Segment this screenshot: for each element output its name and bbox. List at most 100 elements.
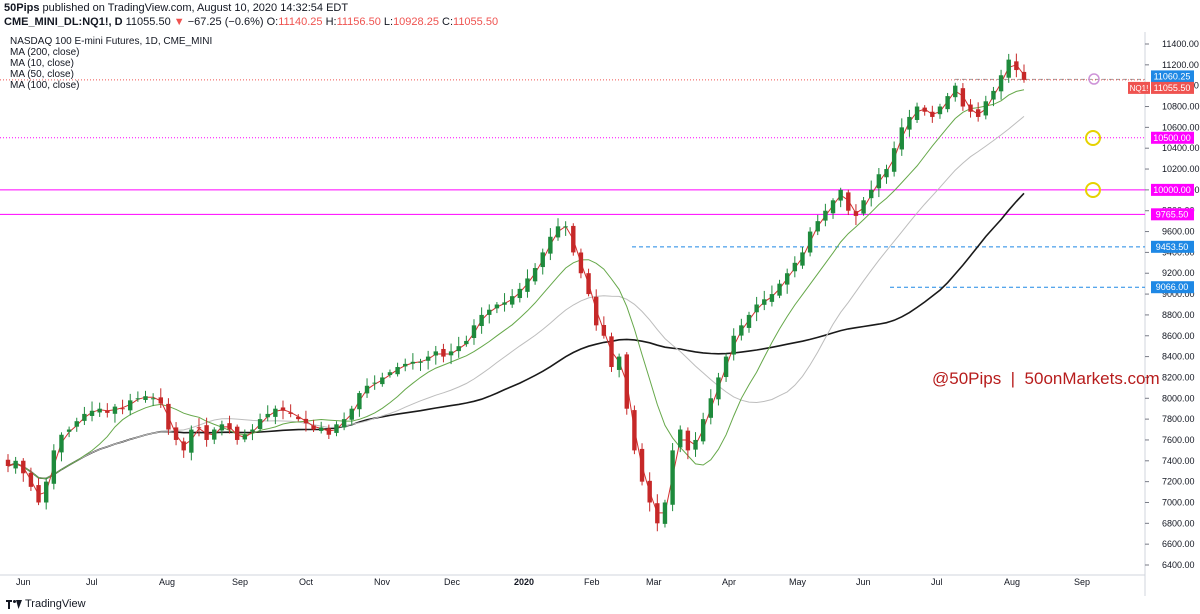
- time-tick-label: Sep: [232, 577, 248, 587]
- candle-body: [884, 169, 889, 178]
- candle-body: [548, 236, 553, 254]
- price-chart[interactable]: 6400.00 6600.00 6800.00 7000.00 7200.00 7400.…: [0, 32, 1200, 596]
- low-value: 10928.25: [393, 16, 439, 28]
- candle-body: [1006, 59, 1011, 78]
- candle-body: [66, 429, 72, 432]
- publish-info: published on TradingView.com, August 10,…: [42, 2, 349, 14]
- candle-body: [387, 372, 393, 376]
- candle-body: [21, 460, 26, 474]
- candle-body: [540, 252, 545, 268]
- price-tick-label: 6400.00: [1162, 560, 1195, 570]
- highlight-circle: [1085, 182, 1101, 198]
- price-tick-label: 7400.00: [1162, 456, 1195, 466]
- time-axis[interactable]: Jun Jul Aug Sep Oct Nov Dec 2020 Feb Mar Apr May Jun…: [16, 577, 1090, 587]
- price-tick-label: 11200.00: [1162, 60, 1199, 70]
- price-tick-label: 9000.00: [1162, 289, 1195, 299]
- price-tag: [1151, 81, 1194, 94]
- time-tick-label: Mar: [646, 577, 662, 587]
- candle-body: [273, 408, 278, 417]
- candle-body: [723, 356, 729, 378]
- candle-body: [1014, 61, 1019, 71]
- legend-ma10[interactable]: MA (10, close): [10, 58, 74, 69]
- time-tick-label: Jul: [931, 577, 943, 587]
- ohlc-line: CME_MINI_DL:NQ1!, D 11055.50 ▼ −67.25 (−…: [4, 15, 498, 29]
- price-tick-label: 9600.00: [1162, 227, 1195, 237]
- candle-body: [991, 90, 996, 100]
- price-tag: [1151, 183, 1194, 196]
- candle-body: [128, 400, 133, 411]
- candle-body: [158, 397, 163, 404]
- candle-body: [823, 210, 828, 221]
- price-tag: [1151, 70, 1194, 83]
- candle-body: [51, 450, 57, 484]
- candle-body: [89, 410, 95, 416]
- candle-body: [792, 262, 798, 272]
- candle-body: [1021, 71, 1027, 80]
- chart-header: 50Pips published on TradingView.com, Aug…: [0, 0, 1200, 32]
- candle-body: [869, 189, 874, 199]
- candle-body: [746, 314, 752, 328]
- candle-body: [731, 335, 736, 355]
- candle-body: [762, 299, 767, 305]
- down-arrow-icon: ▼: [173, 16, 185, 28]
- last-price: 11055.50: [125, 16, 171, 28]
- price-tick-label: 11400.00: [1162, 39, 1199, 49]
- plot-area[interactable]: [0, 32, 1145, 575]
- legend-ma50[interactable]: MA (50, close): [10, 69, 74, 80]
- candle-body: [678, 429, 683, 448]
- price-axis[interactable]: 6400.00 6600.00 6800.00 7000.00 7200.00 7400.…: [1145, 39, 1200, 570]
- time-tick-label: Jun: [16, 577, 31, 587]
- candle-body: [410, 361, 416, 364]
- candle-body: [815, 221, 820, 232]
- time-tick-label: Aug: [159, 577, 175, 587]
- candle-body: [433, 351, 438, 356]
- price-tag-label: 9453.50: [1156, 242, 1189, 252]
- price-change: −67.25 (−0.6%): [187, 16, 264, 28]
- footer-brand[interactable]: TradingView: [25, 598, 86, 610]
- candle-body: [357, 393, 362, 410]
- legend-ma200[interactable]: MA (200, close): [10, 47, 79, 58]
- candle-body: [578, 252, 584, 274]
- candles: [5, 53, 1027, 532]
- candle-body: [196, 427, 202, 429]
- candle-body: [853, 211, 859, 216]
- candle-body: [739, 325, 744, 336]
- candle-body: [112, 406, 118, 414]
- candle-body: [861, 200, 866, 214]
- candle-body: [937, 106, 943, 115]
- candle-body: [800, 252, 805, 266]
- candle-body: [59, 434, 64, 453]
- symbol-tag-label: NQ1!: [1130, 84, 1149, 93]
- price-tag: [1151, 131, 1194, 144]
- candle-body: [204, 425, 209, 440]
- price-tag: [1151, 240, 1194, 253]
- candle-body: [36, 485, 41, 503]
- candle-body: [914, 106, 920, 120]
- candle-body: [97, 408, 102, 413]
- legend-ma100[interactable]: MA (100, close): [10, 80, 79, 91]
- tradingview-logo-icon[interactable]: [6, 600, 22, 609]
- time-tick-label: 2020: [514, 577, 534, 587]
- symbol-label[interactable]: CME_MINI_DL:NQ1!, D: [4, 16, 123, 28]
- candle-body: [150, 398, 156, 400]
- candle-body: [899, 127, 904, 150]
- candle-body: [166, 403, 171, 430]
- candle-body: [662, 502, 668, 524]
- candle-body: [487, 309, 492, 315]
- time-tick-label: Aug: [1004, 577, 1020, 587]
- chart-legend: NASDAQ 100 E-mini Futures, 1D, CME_MINI …: [10, 36, 212, 91]
- open-value: 11140.25: [278, 16, 323, 28]
- publisher-name[interactable]: 50Pips: [4, 2, 40, 14]
- price-tick-label: 10800.00: [1162, 102, 1200, 112]
- candle-body: [471, 325, 477, 339]
- candle-body: [838, 189, 843, 201]
- candle-body: [700, 419, 706, 442]
- candle-body: [716, 377, 721, 400]
- candle-body: [632, 410, 637, 451]
- candle-body: [655, 503, 660, 524]
- candle-body: [5, 459, 11, 467]
- candle-body: [846, 192, 851, 211]
- price-tick-label: 8400.00: [1162, 352, 1195, 362]
- alert-icon[interactable]: [1088, 73, 1100, 85]
- candle-body: [280, 407, 286, 411]
